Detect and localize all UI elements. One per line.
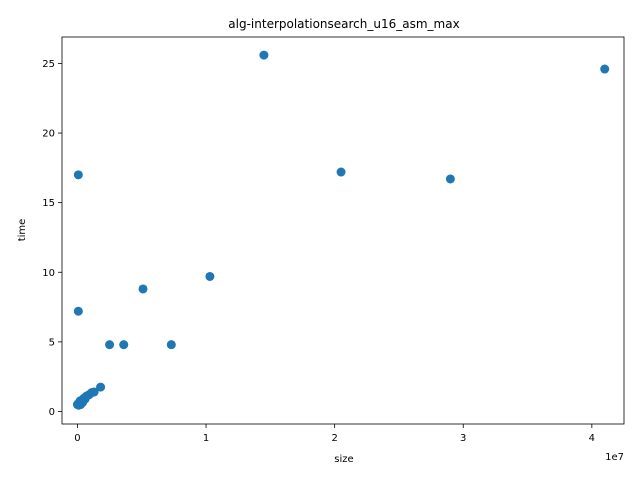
data-point [205,271,215,281]
y-tick-label: 20 [42,129,55,140]
y-tick-label: 10 [42,268,55,279]
x-axis-offset-label: 1e7 [605,452,624,463]
data-point [105,340,115,350]
y-tick-label: 5 [49,337,55,348]
x-tick-label: 3 [460,433,466,444]
x-tick-label: 2 [331,433,337,444]
data-point [138,284,148,294]
data-point [73,306,83,316]
data-point [119,340,129,350]
data-point [96,382,106,392]
data-point [336,167,346,177]
y-tick-label: 0 [49,407,55,418]
y-tick-label: 15 [42,198,55,209]
data-point [259,50,269,60]
data-point [445,174,455,184]
y-axis-ticks: 0 5 10 15 20 25 [42,59,62,418]
x-axis-label: size [334,454,353,465]
plot-area-frame [61,36,625,425]
x-tick-label: 4 [589,433,595,444]
chart-title: alg-interpolationsearch_u16_asm_max [228,17,459,31]
data-point [600,64,610,74]
x-tick-label: 1 [203,433,209,444]
data-point [89,387,99,397]
data-points [72,50,610,410]
data-point [73,170,83,180]
x-tick-label: 0 [74,433,80,444]
data-point [166,340,176,350]
x-axis-ticks: 0 1 2 3 4 [74,424,595,444]
y-axis-label: time [17,219,28,242]
y-tick-label: 25 [42,59,55,70]
